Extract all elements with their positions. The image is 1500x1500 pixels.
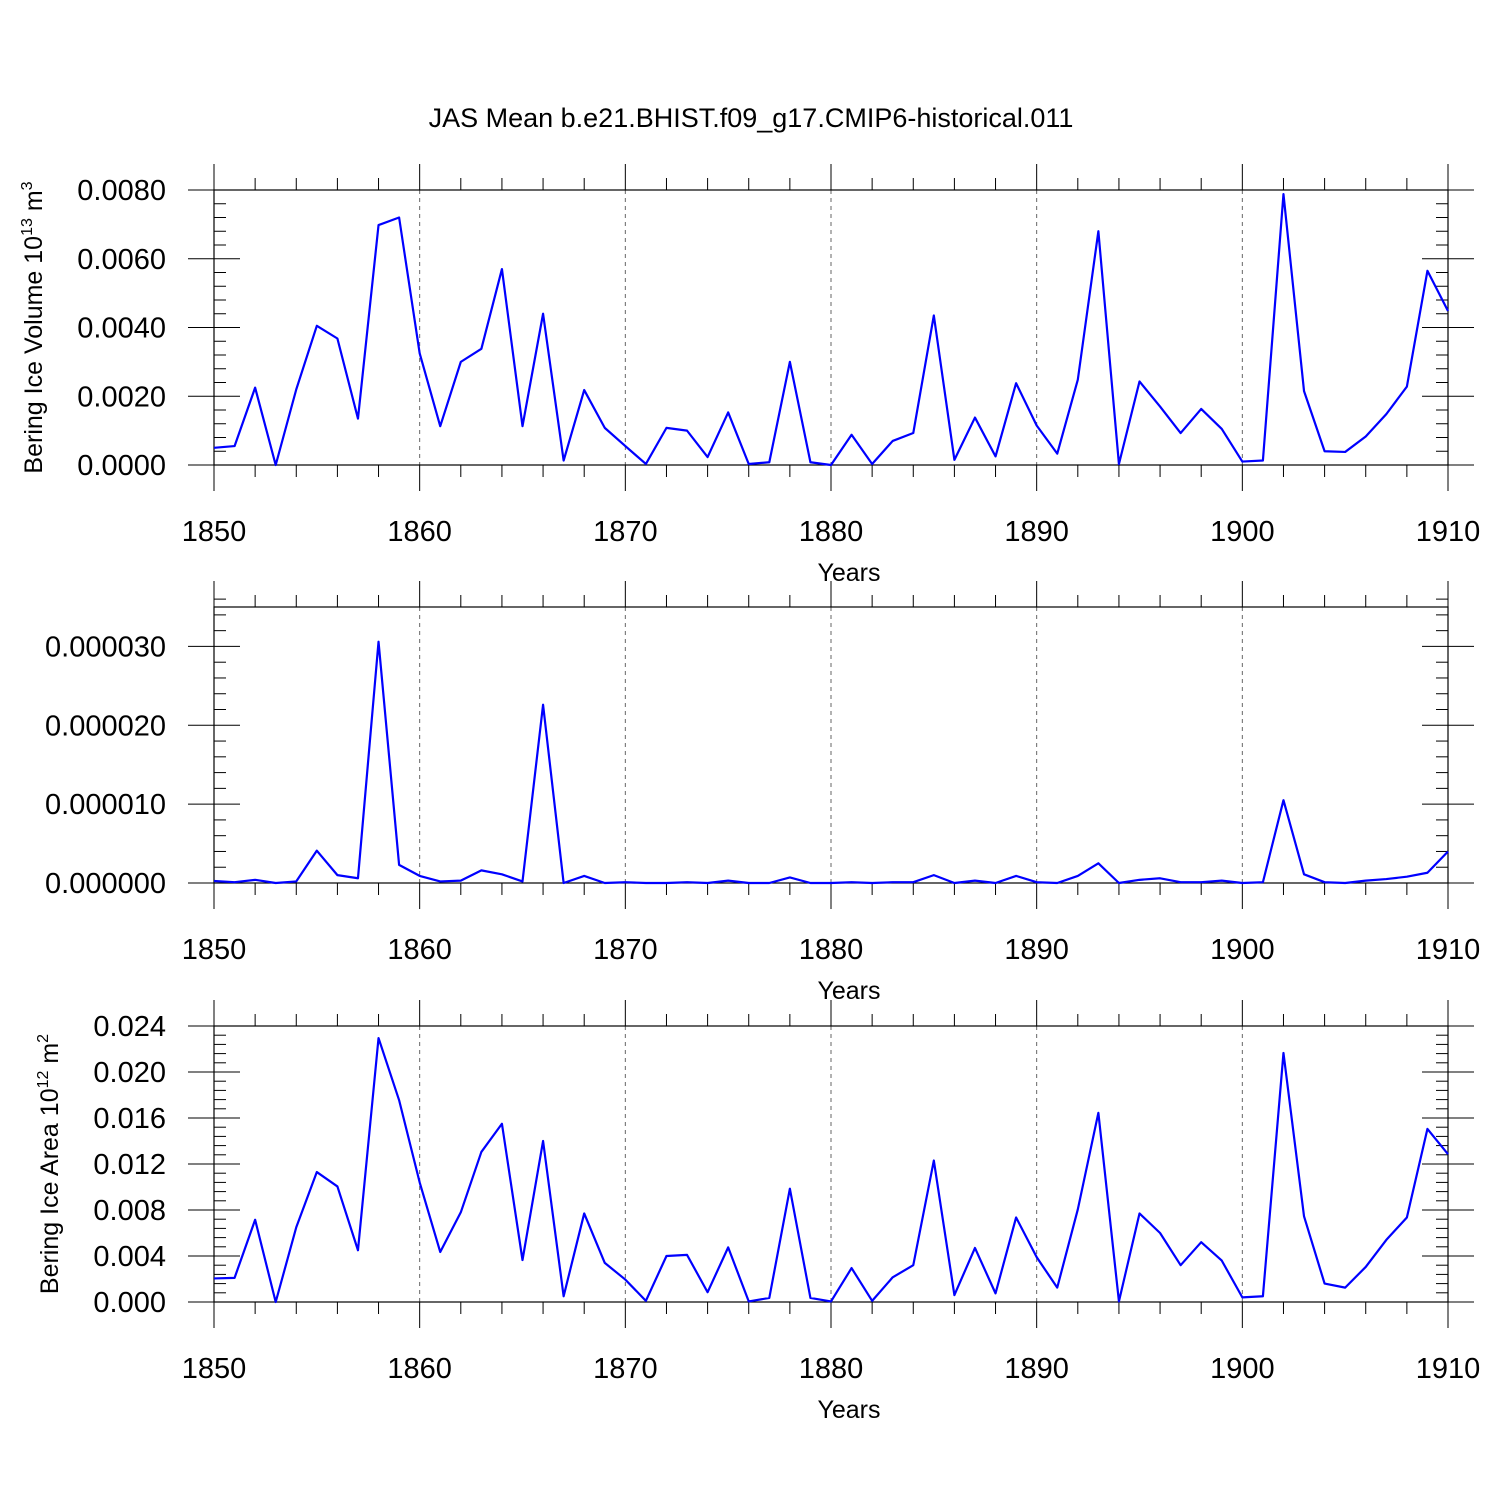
page-title: JAS Mean b.e21.BHIST.f09_g17.CMIP6-histo… bbox=[429, 103, 1074, 133]
x-tick-label: 1890 bbox=[1004, 934, 1069, 966]
series-line bbox=[213, 193, 1449, 467]
x-axis-title: Years bbox=[817, 1396, 880, 1424]
y-axis-title: Bering Ice Volume 1013 m3 bbox=[19, 181, 48, 473]
x-tick-label: 1860 bbox=[387, 516, 452, 548]
y-tick-label: 0.0060 bbox=[77, 244, 166, 276]
x-axis-title: Years bbox=[817, 559, 880, 587]
x-tick-label: 1880 bbox=[799, 516, 864, 548]
x-tick-label: 1910 bbox=[1416, 934, 1481, 966]
y-tick-label: 0.008 bbox=[93, 1195, 166, 1227]
y-tick-label: 0.0020 bbox=[77, 381, 166, 413]
x-tick-label: 1880 bbox=[799, 934, 864, 966]
x-tick-label: 1910 bbox=[1416, 516, 1481, 548]
x-tick-label: 1880 bbox=[799, 1353, 864, 1385]
y-tick-label: 0.012 bbox=[93, 1149, 166, 1181]
x-tick-label: 1860 bbox=[387, 1353, 452, 1385]
x-tick-label: 1870 bbox=[593, 934, 658, 966]
y-tick-label: 0.0000 bbox=[77, 450, 166, 482]
x-tick-label: 1870 bbox=[593, 516, 658, 548]
y-tick-label: 0.000010 bbox=[45, 789, 166, 821]
y-tick-label: 0.004 bbox=[93, 1241, 166, 1273]
x-tick-label: 1910 bbox=[1416, 1353, 1481, 1385]
y-axis-title: Bering Snow Volume 1013 m3 bbox=[0, 584, 1, 905]
x-axis-title: Years bbox=[817, 977, 880, 1005]
x-tick-label: 1900 bbox=[1210, 1353, 1275, 1385]
series-line bbox=[213, 1036, 1449, 1304]
y-tick-label: 0.000020 bbox=[45, 710, 166, 742]
x-tick-label: 1850 bbox=[182, 516, 247, 548]
x-tick-label: 1890 bbox=[1004, 1353, 1069, 1385]
x-tick-label: 1850 bbox=[182, 934, 247, 966]
y-tick-label: 0.0080 bbox=[77, 175, 166, 207]
x-tick-label: 1900 bbox=[1210, 516, 1275, 548]
y-tick-label: 0.000 bbox=[93, 1287, 166, 1319]
x-tick-label: 1890 bbox=[1004, 516, 1069, 548]
series-line bbox=[213, 640, 1449, 885]
y-tick-label: 0.0040 bbox=[77, 313, 166, 345]
y-tick-label: 0.020 bbox=[93, 1057, 166, 1089]
x-tick-label: 1860 bbox=[387, 934, 452, 966]
x-tick-label: 1850 bbox=[182, 1353, 247, 1385]
panel-3: 1850 1860 1870 1880 1890 1900 1910 0.000 0.004 0.… bbox=[35, 1000, 1480, 1424]
panel-1: 1850 1860 1870 1880 1890 1900 1910 0.0000 0.0020… bbox=[19, 164, 1480, 587]
y-tick-label: 0.000030 bbox=[45, 631, 166, 663]
x-tick-label: 1900 bbox=[1210, 934, 1275, 966]
y-axis-title: Bering Ice Area 1012 m2 bbox=[35, 1034, 64, 1294]
panel-2: 1850 1860 1870 1880 1890 1900 1910 0.000000 0.00… bbox=[0, 581, 1480, 1005]
y-tick-label: 0.000000 bbox=[45, 868, 166, 900]
x-tick-label: 1870 bbox=[593, 1353, 658, 1385]
y-tick-label: 0.024 bbox=[93, 1011, 166, 1043]
y-tick-label: 0.016 bbox=[93, 1103, 166, 1135]
